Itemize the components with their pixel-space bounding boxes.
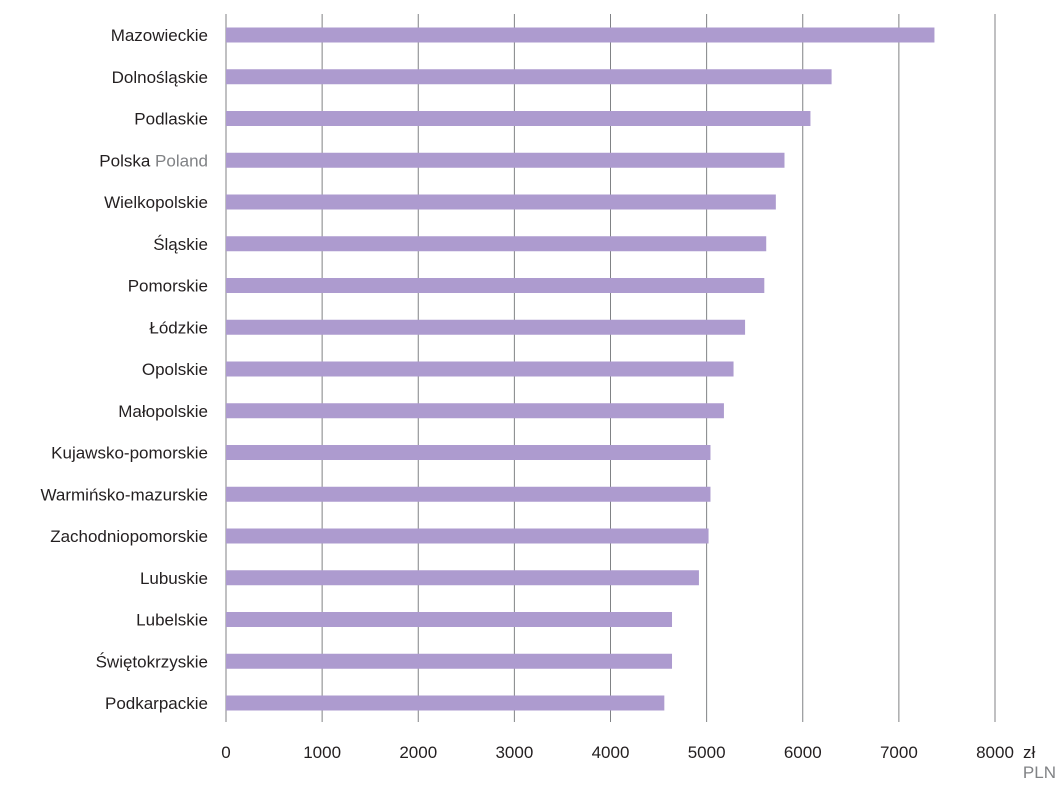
category-label: Zachodniopomorskie xyxy=(50,527,208,546)
category-label: Dolnośląskie xyxy=(112,68,208,87)
category-label: Śląskie xyxy=(153,235,208,254)
category-label-pl: Polska xyxy=(99,151,151,170)
x-tick-label: 2000 xyxy=(399,743,437,762)
category-label: Pomorskie xyxy=(128,277,208,296)
category-label-pl: Śląskie xyxy=(153,235,208,254)
bar-3 xyxy=(226,152,785,168)
category-label: Opolskie xyxy=(142,360,208,379)
bar-1 xyxy=(226,69,832,85)
category-label-pl: Łódzkie xyxy=(149,318,208,337)
category-label: Wielkopolskie xyxy=(104,193,208,212)
bar-15 xyxy=(226,653,673,669)
category-label: Małopolskie xyxy=(118,402,208,421)
category-label-pl: Opolskie xyxy=(142,360,208,379)
unit-label: zł xyxy=(1023,743,1036,762)
bar-10 xyxy=(226,445,711,460)
category-label-pl: Warmińsko-mazurskie xyxy=(40,485,208,504)
category-label: Łódzkie xyxy=(149,318,208,337)
category-label: Polska Poland xyxy=(99,151,208,170)
category-label-pl: Pomorskie xyxy=(128,277,208,296)
unit-label-en: PLN xyxy=(1023,763,1056,782)
category-label-pl: Wielkopolskie xyxy=(104,193,208,212)
bar-16 xyxy=(226,695,665,711)
category-label: Podkarpackie xyxy=(105,694,208,713)
x-tick-label: 5000 xyxy=(688,743,726,762)
bar-9 xyxy=(226,403,724,419)
x-tick-label: 3000 xyxy=(495,743,533,762)
category-label-pl: Zachodniopomorskie xyxy=(50,527,208,546)
bars xyxy=(226,27,935,711)
category-label: Kujawsko-pomorskie xyxy=(51,444,208,463)
x-tick-label: 4000 xyxy=(592,743,630,762)
category-label-pl: Małopolskie xyxy=(118,402,208,421)
bar-13 xyxy=(226,570,699,586)
bar-6 xyxy=(226,278,765,293)
category-label-pl: Mazowieckie xyxy=(111,26,208,45)
category-label: Mazowieckie xyxy=(111,26,208,45)
x-tick-label: 0 xyxy=(221,743,230,762)
bar-0 xyxy=(226,27,935,43)
bar-4 xyxy=(226,194,776,210)
x-tick-label: 8000 xyxy=(976,743,1014,762)
bar-5 xyxy=(226,236,767,252)
category-label-pl: Podkarpackie xyxy=(105,694,208,713)
category-label-pl: Podlaskie xyxy=(134,110,208,129)
category-label: Warmińsko-mazurskie xyxy=(40,485,208,504)
category-label-en: Poland xyxy=(150,151,208,170)
category-label-pl: Lubuskie xyxy=(140,569,208,588)
category-label: Świętokrzyskie xyxy=(96,652,208,671)
bar-14 xyxy=(226,612,673,627)
bar-2 xyxy=(226,111,811,126)
bar-7 xyxy=(226,319,746,335)
category-label: Lubelskie xyxy=(136,611,208,630)
x-tick-label: 7000 xyxy=(880,743,918,762)
category-label: Podlaskie xyxy=(134,110,208,129)
bar-12 xyxy=(226,528,709,544)
category-label-pl: Świętokrzyskie xyxy=(96,652,208,671)
category-labels: Mazowieckie Dolnośląskie Podlaskie Polska P… xyxy=(40,26,208,713)
category-label-pl: Kujawsko-pomorskie xyxy=(51,444,208,463)
category-label-pl: Lubelskie xyxy=(136,611,208,630)
category-label-pl: Dolnośląskie xyxy=(112,68,208,87)
x-tick-label: 6000 xyxy=(784,743,822,762)
category-label: Lubuskie xyxy=(140,569,208,588)
bar-11 xyxy=(226,486,711,502)
bar-8 xyxy=(226,361,734,377)
x-tick-label: 1000 xyxy=(303,743,341,762)
